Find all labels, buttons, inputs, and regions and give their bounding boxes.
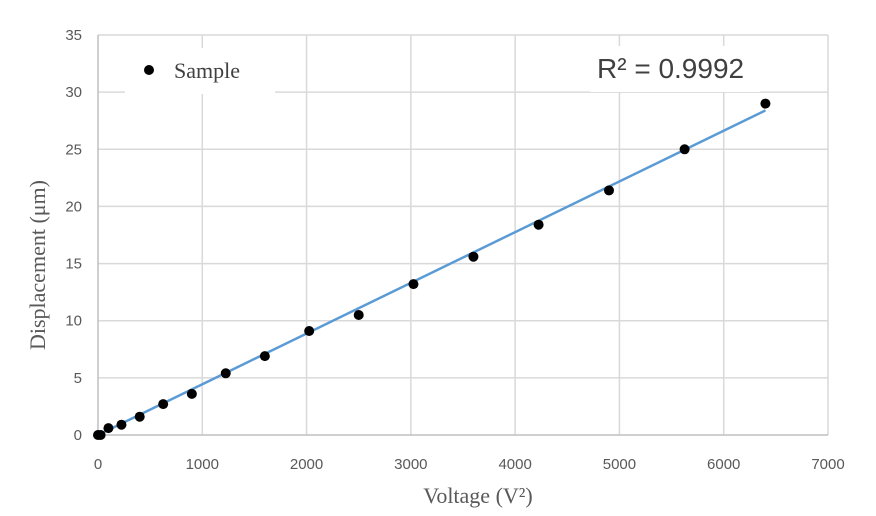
data-point	[468, 251, 479, 262]
legend: Sample	[125, 48, 275, 94]
y-tick-label: 10	[65, 313, 82, 330]
data-point	[116, 419, 127, 430]
y-tick-label: 25	[65, 141, 82, 158]
data-point	[186, 388, 197, 399]
gridlines	[98, 34, 829, 435]
data-point	[760, 98, 771, 109]
data-points	[93, 98, 771, 440]
data-point	[95, 430, 106, 440]
trendline	[97, 109, 766, 437]
data-point	[408, 279, 419, 290]
x-tick-label: 5000	[603, 456, 636, 473]
y-tick-label: 0	[74, 427, 82, 444]
x-tick-label: 1000	[186, 456, 219, 473]
data-point	[134, 411, 145, 422]
legend-label: Sample	[174, 58, 240, 83]
x-tick-label: 7000	[811, 456, 844, 473]
data-point	[679, 144, 690, 155]
y-tick-label: 35	[65, 27, 82, 44]
legend-marker	[144, 65, 154, 75]
trendline-group	[97, 109, 766, 437]
x-tick-label: 2000	[290, 456, 323, 473]
r-squared-text: R² = 0.9992	[597, 53, 744, 84]
y-axis-title: Displacement (μm)	[25, 180, 50, 350]
r-squared-annotation: R² = 0.9992	[590, 46, 760, 92]
y-tick-label: 20	[65, 198, 82, 215]
annotation-background	[590, 46, 760, 92]
data-point	[259, 351, 270, 362]
x-tick-label: 3000	[394, 456, 427, 473]
data-point	[103, 423, 114, 434]
x-tick-label: 6000	[707, 456, 740, 473]
axes	[97, 35, 828, 436]
x-tick-label: 0	[94, 456, 102, 473]
x-axis-title: Voltage (V²)	[423, 483, 532, 508]
data-point	[158, 399, 169, 410]
data-point	[304, 326, 315, 336]
y-tick-label: 15	[65, 256, 82, 273]
data-point	[604, 185, 614, 196]
tick-labels: 0 5 10 15 20 25 30 35 0 1000 2000 3000 4000 5000 6000 7…	[65, 27, 844, 473]
data-point	[353, 310, 364, 320]
x-tick-label: 4000	[498, 456, 531, 473]
y-tick-label: 30	[65, 84, 82, 101]
y-tick-label: 5	[74, 370, 82, 387]
data-point	[533, 219, 544, 230]
data-point	[220, 368, 231, 379]
